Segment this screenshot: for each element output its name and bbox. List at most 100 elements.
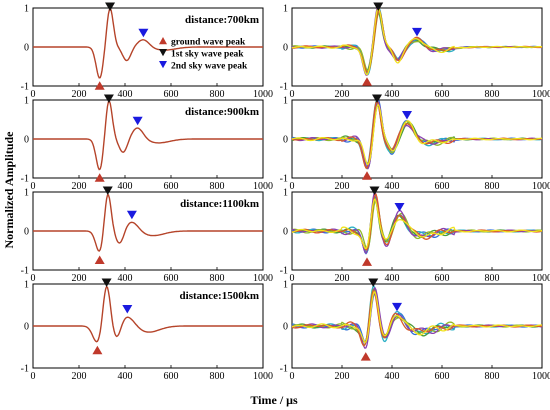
x-axis-label: Time / μs [250, 393, 298, 407]
sky2-wave-peak-marker [126, 210, 137, 220]
x-tick-label: 1000 [253, 273, 273, 284]
series-line [291, 291, 542, 344]
x-tick-label: 400 [118, 89, 133, 100]
x-tick-label: 1000 [532, 89, 550, 100]
chart-panel-right-4: 0 200 400 600 800 1000-101 [280, 278, 550, 382]
x-tick-label: 200 [335, 371, 350, 382]
x-tick-label: 600 [435, 273, 450, 284]
sky1-wave-peak-marker [372, 94, 382, 103]
y-tick-label: -1 [280, 266, 288, 277]
y-tick-label: 0 [24, 227, 29, 238]
sky2-wave-peak-marker [402, 110, 412, 120]
y-tick-label: 0 [24, 135, 29, 146]
distance-annotation: distance:1100km [180, 198, 259, 210]
series-line [33, 7, 263, 79]
series-line [33, 100, 263, 171]
x-tick-label: 200 [72, 89, 87, 100]
x-tick-label: 0 [31, 181, 36, 192]
x-tick-label: 1000 [253, 181, 273, 192]
distance-annotation: distance:900km [185, 106, 259, 118]
y-tick-label: -1 [280, 82, 288, 93]
x-tick-label: 1000 [532, 371, 550, 382]
x-tick-label: 800 [210, 371, 225, 382]
y-axis-label: Normalized Amplitude [2, 131, 16, 249]
sky1-wave-peak-marker [102, 186, 113, 195]
x-tick-label: 600 [435, 181, 450, 192]
series-line [291, 7, 543, 76]
ground-wave-peak-marker [94, 255, 105, 264]
y-tick-label: -1 [21, 266, 29, 277]
x-tick-label: 400 [118, 371, 133, 382]
x-tick-label: 400 [118, 273, 133, 284]
x-tick-label: 600 [164, 273, 179, 284]
sky1-wave-peak-marker [103, 94, 114, 103]
x-tick-label: 800 [210, 273, 225, 284]
x-tick-label: 800 [210, 89, 225, 100]
sky1-wave-peak-marker [105, 2, 116, 11]
legend-marker [159, 49, 167, 57]
x-tick-label: 0 [290, 181, 295, 192]
x-tick-label: 200 [335, 89, 350, 100]
y-tick-label: -1 [280, 174, 288, 185]
sky1-wave-peak-marker [373, 2, 384, 11]
x-tick-label: 200 [72, 273, 87, 284]
sky2-wave-peak-marker [394, 202, 405, 212]
chart-panel-right-1: 0 200 400 600 800 1000-101 [280, 2, 550, 100]
x-tick-label: 1000 [532, 273, 550, 284]
x-tick-label: 800 [485, 273, 500, 284]
sky1-wave-peak-marker [368, 278, 379, 287]
x-tick-label: 200 [72, 371, 87, 382]
series-line [291, 198, 542, 250]
legend-label: 2nd sky wave peak [171, 62, 248, 72]
sky2-wave-peak-marker [132, 116, 143, 126]
ground-wave-peak-marker [362, 257, 372, 266]
x-tick-label: 600 [164, 371, 179, 382]
legend-marker [159, 61, 167, 69]
y-tick-label: 1 [24, 96, 29, 107]
chart-panel-right-2: 0 200 400 600 800 1000-101 [280, 94, 550, 192]
ground-wave-peak-marker [362, 77, 372, 86]
x-tick-label: 200 [335, 273, 350, 284]
x-tick-label: 0 [290, 371, 295, 382]
ground-wave-peak-marker [362, 171, 372, 180]
y-tick-label: 0 [283, 43, 288, 54]
sky1-wave-peak-marker [101, 278, 112, 287]
y-tick-label: 1 [24, 188, 29, 199]
x-tick-label: 600 [435, 89, 450, 100]
x-tick-label: 200 [72, 181, 87, 192]
legend-label: ground wave peak [171, 38, 246, 48]
y-tick-label: 0 [24, 43, 29, 54]
x-tick-label: 0 [31, 371, 36, 382]
chart-panel-right-3: 0 200 400 600 800 1000-101 [280, 186, 550, 284]
x-tick-label: 1000 [532, 181, 550, 192]
x-tick-label: 400 [385, 371, 400, 382]
x-tick-label: 1000 [253, 371, 273, 382]
x-tick-label: 1000 [253, 89, 273, 100]
y-tick-label: -1 [280, 364, 288, 375]
x-tick-label: 200 [335, 181, 350, 192]
y-tick-label: -1 [21, 82, 29, 93]
sky2-wave-peak-marker [392, 302, 402, 312]
x-tick-label: 400 [385, 89, 400, 100]
x-tick-label: 800 [210, 181, 225, 192]
legend-label: 1st sky wave peak [171, 50, 244, 60]
x-tick-label: 0 [31, 273, 36, 284]
x-tick-label: 600 [164, 181, 179, 192]
series-line [291, 286, 543, 349]
y-tick-label: 1 [24, 4, 29, 15]
x-tick-label: 400 [118, 181, 133, 192]
sky2-wave-peak-marker [138, 28, 149, 38]
sky2-wave-peak-marker [412, 27, 422, 37]
series-line [33, 285, 263, 343]
ground-wave-peak-marker [94, 81, 105, 90]
x-tick-label: 800 [485, 89, 500, 100]
y-tick-label: 1 [283, 188, 288, 199]
legend-marker [159, 37, 167, 45]
distance-annotation: distance:700km [185, 14, 259, 26]
ground-wave-peak-marker [94, 173, 105, 182]
ground-wave-peak-marker [92, 345, 103, 355]
y-tick-label: 0 [283, 227, 288, 238]
sky2-wave-peak-marker [122, 305, 133, 314]
